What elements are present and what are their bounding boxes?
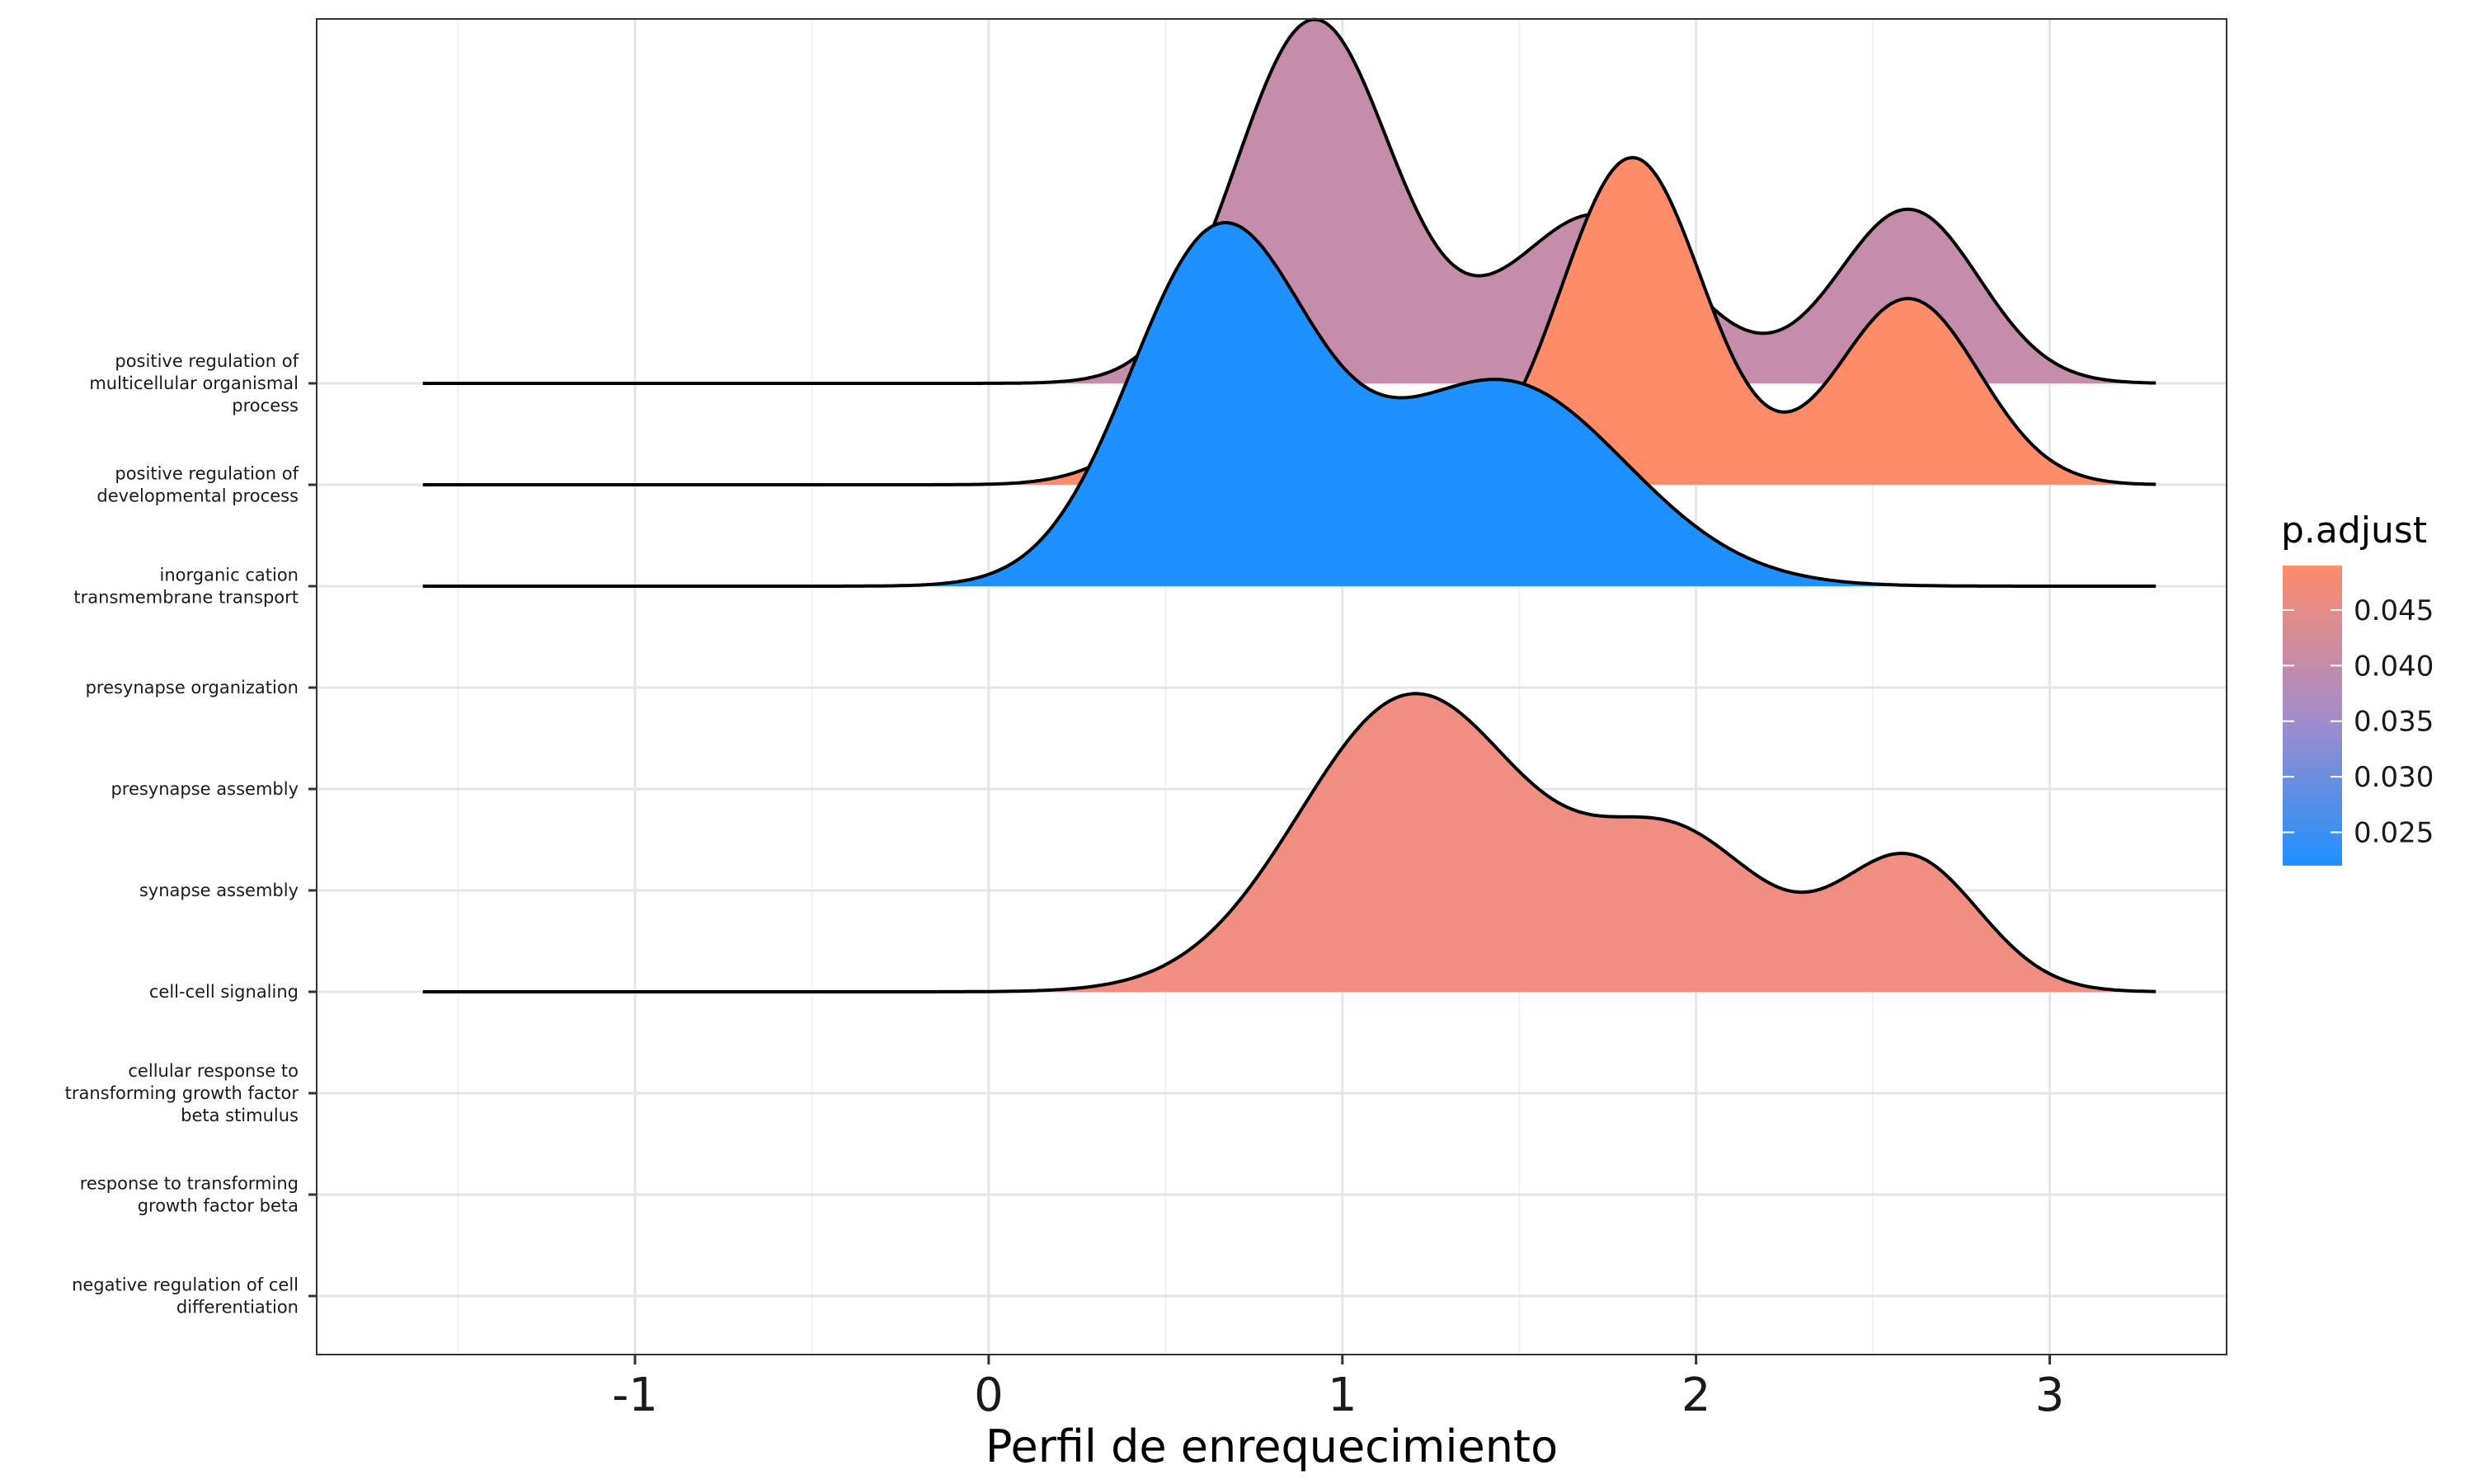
ridge-line bbox=[422, 17, 2157, 385]
ridge bbox=[422, 17, 2157, 385]
legend: p.adjust 0.025 0.030 0.035 0.040 0.045 bbox=[2281, 510, 2434, 866]
ridge bbox=[422, 692, 2157, 993]
y-tick-label: cellular response to transforming growth … bbox=[65, 1061, 299, 1125]
y-tick-label: negative regulation of cell differentiati… bbox=[72, 1275, 299, 1317]
ridge-area bbox=[422, 19, 2157, 383]
y-tick-label: positive regulation of developmental proc… bbox=[96, 464, 299, 506]
ridge-line bbox=[422, 221, 2157, 588]
x-tick-label: 3 bbox=[2035, 1369, 2065, 1422]
x-axis: -1 0 1 2 3 bbox=[612, 1355, 2064, 1422]
y-axis: positive regulation of multicellular orga… bbox=[65, 351, 317, 1317]
y-tick-label: response to transforming growth factor be… bbox=[80, 1174, 299, 1216]
y-tick-label: presynapse assembly bbox=[111, 779, 299, 799]
x-tick-label: 0 bbox=[974, 1369, 1004, 1422]
legend-ticks: 0.025 0.030 0.035 0.040 0.045 bbox=[2283, 594, 2434, 850]
y-tick-label: presynapse organization bbox=[86, 678, 299, 697]
x-tick-label: -1 bbox=[612, 1369, 658, 1422]
x-tick-label: 2 bbox=[1681, 1369, 1711, 1422]
legend-tick-label: 0.040 bbox=[2354, 650, 2434, 683]
ridge-area bbox=[422, 223, 2157, 586]
legend-tick-label: 0.035 bbox=[2354, 706, 2434, 739]
ridge bbox=[422, 221, 2157, 588]
ridge-area bbox=[422, 157, 2157, 485]
ridge-area bbox=[422, 693, 2157, 992]
ridges bbox=[422, 17, 2157, 993]
ridge-line bbox=[422, 692, 2157, 993]
y-tick-label: synapse assembly bbox=[139, 881, 299, 900]
x-axis-title: Perfil de enrequecimiento bbox=[985, 1421, 1558, 1472]
legend-tick-label: 0.025 bbox=[2354, 817, 2434, 850]
legend-title: p.adjust bbox=[2281, 510, 2427, 552]
y-tick-label: positive regulation of multicellular orga… bbox=[89, 351, 299, 416]
x-tick-label: 1 bbox=[1328, 1369, 1357, 1422]
legend-tick-label: 0.045 bbox=[2354, 594, 2434, 627]
legend-colorbar bbox=[2283, 566, 2342, 866]
legend-tick-label: 0.030 bbox=[2354, 761, 2434, 794]
y-tick-label: cell-cell signaling bbox=[149, 982, 299, 1002]
y-tick-label: inorganic cation transmembrane transport bbox=[73, 566, 299, 608]
